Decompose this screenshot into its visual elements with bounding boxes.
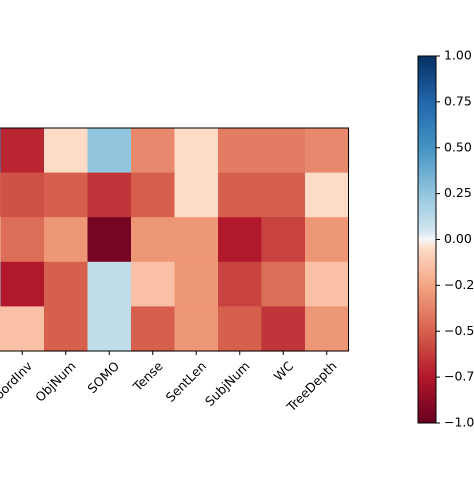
heatmap-cells	[0, 128, 350, 352]
heatmap-cell	[131, 172, 176, 218]
x-tick-label: SOMO	[84, 358, 122, 396]
heatmap-cell	[131, 217, 176, 263]
x-tick-label: ObjNum	[32, 358, 78, 404]
colorbar-tick-label: 0.50	[444, 139, 472, 154]
x-tick-label: Tense	[129, 358, 166, 395]
heatmap-cell	[218, 217, 263, 263]
heatmap-cell	[305, 172, 350, 218]
heatmap-cell	[261, 217, 306, 263]
heatmap-cell	[305, 261, 350, 307]
heatmap-cell	[44, 172, 89, 218]
colorbar-tick-label: 0.00	[444, 231, 472, 246]
heatmap-cell	[44, 261, 89, 307]
heatmap-cell	[44, 217, 89, 263]
heatmap-cell	[218, 306, 263, 352]
heatmap-cell	[131, 261, 176, 307]
heatmap-cell	[174, 128, 219, 174]
heatmap-cell	[261, 128, 306, 174]
x-tick-label: WC	[271, 358, 297, 384]
colorbar-gradient	[418, 56, 436, 423]
heatmap-cell	[87, 261, 132, 307]
heatmap-cell	[305, 128, 350, 174]
heatmap-cell	[174, 261, 219, 307]
heatmap-cell	[87, 172, 132, 218]
x-tick-label: CoordInv	[0, 358, 36, 409]
heatmap-cell	[0, 306, 45, 352]
heatmap-cell	[44, 128, 89, 174]
colorbar-tick-label: −0.5	[444, 323, 474, 338]
heatmap-cell	[261, 261, 306, 307]
colorbar: 1.00 0.75 0.50 0.25 0.00 −0.25 −0.5 −0.7 −1.0	[417, 48, 474, 430]
heatmap-cell	[218, 172, 263, 218]
heatmap-cell	[131, 128, 176, 174]
heatmap-cell	[44, 306, 89, 352]
colorbar-tick-label: −0.7	[444, 369, 474, 384]
heatmap-cell	[0, 172, 45, 218]
colorbar-tick-label: 0.75	[444, 93, 472, 108]
heatmap-cell	[0, 128, 45, 174]
heatmap-cell	[174, 217, 219, 263]
heatmap-cell	[174, 172, 219, 218]
heatmap-cell	[0, 261, 45, 307]
heatmap-cell	[87, 217, 132, 263]
heatmap-cell	[305, 217, 350, 263]
heatmap-cell	[174, 306, 219, 352]
colorbar-tick-label: −0.25	[444, 277, 474, 292]
heatmap-cell	[131, 306, 176, 352]
heatmap-cell	[0, 217, 45, 263]
x-tick-label: SubjNum	[202, 358, 253, 409]
x-axis: aShiftCoordInvObjNumSOMOTenseSentLenSubj…	[0, 351, 340, 415]
heatmap-cell	[261, 306, 306, 352]
heatmap-cell	[218, 261, 263, 307]
heatmap-cell	[218, 128, 263, 174]
heatmap-cell	[87, 306, 132, 352]
colorbar-tick-label: 0.25	[444, 185, 472, 200]
colorbar-tick-label: −1.0	[444, 415, 474, 430]
colorbar-tick-label: 1.00	[444, 48, 472, 63]
heatmap-cell	[305, 306, 350, 352]
heatmap-cell	[261, 172, 306, 218]
colorbar-ticks: 1.00 0.75 0.50 0.25 0.00 −0.25 −0.5 −0.7 −1.0	[436, 48, 474, 430]
heatmap-cell	[87, 128, 132, 174]
